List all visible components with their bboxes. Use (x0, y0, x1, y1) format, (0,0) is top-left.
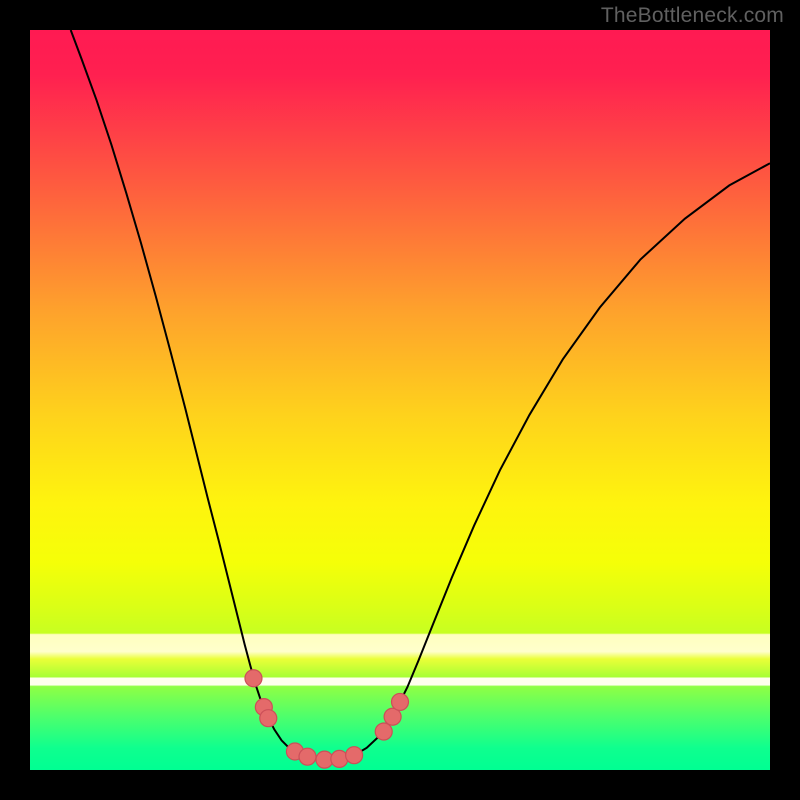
marker-point (392, 693, 409, 710)
plot-svg (30, 30, 770, 770)
watermark-text: TheBottleneck.com (601, 4, 784, 28)
marker-point (299, 748, 316, 765)
plot-area (30, 30, 770, 770)
plot-background (30, 30, 770, 770)
marker-point (346, 747, 363, 764)
marker-point (260, 710, 277, 727)
marker-point (331, 750, 348, 767)
marker-point (375, 723, 392, 740)
marker-point (245, 670, 262, 687)
